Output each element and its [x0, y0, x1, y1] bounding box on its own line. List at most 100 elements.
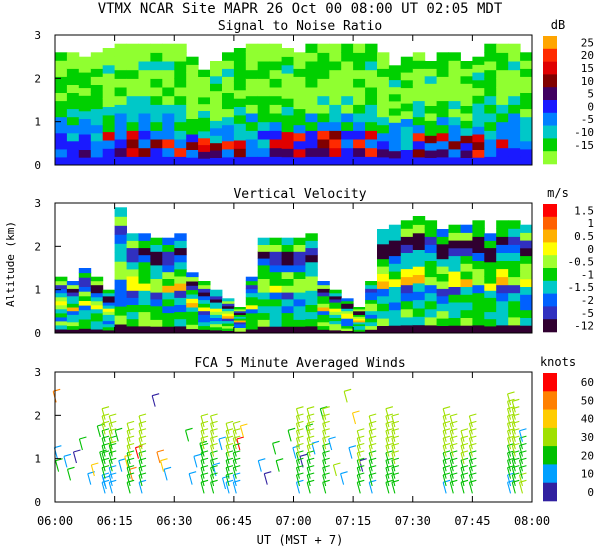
- wind-barb-flag: [101, 428, 110, 432]
- wind-barb-flag: [210, 413, 218, 417]
- data-cell: [186, 126, 199, 135]
- data-cell: [424, 308, 438, 318]
- data-cell: [377, 148, 390, 158]
- data-cell: [353, 316, 366, 319]
- data-cell: [377, 60, 390, 69]
- wind-barb: [518, 437, 523, 450]
- data-cell: [210, 127, 223, 136]
- data-cell: [138, 233, 151, 241]
- wind-barb: [232, 467, 237, 479]
- data-cell: [448, 116, 461, 126]
- wind-barb: [322, 408, 327, 420]
- data-cell: [460, 135, 473, 144]
- data-cell: [341, 328, 354, 331]
- data-cell: [448, 92, 461, 102]
- data-cell: [186, 285, 199, 291]
- wind-barb: [200, 482, 205, 494]
- data-cell: [174, 311, 187, 320]
- data-cell: [472, 72, 485, 81]
- data-cell: [233, 327, 247, 330]
- y-tick-label: 0: [34, 327, 41, 340]
- data-cell: [222, 132, 235, 142]
- data-cell: [341, 104, 354, 114]
- wind-barb-flag: [348, 445, 357, 449]
- data-cell: [293, 68, 306, 77]
- x-tick-label: 08:00: [514, 514, 550, 528]
- wind-barb-flag: [163, 466, 172, 470]
- wind-barb: [322, 467, 327, 479]
- wind-barb-flag: [357, 450, 365, 454]
- data-cell: [448, 255, 461, 264]
- data-cell: [210, 305, 223, 309]
- data-cell: [102, 148, 116, 158]
- wind-barb-flag: [296, 406, 304, 410]
- wind-barb: [134, 447, 140, 459]
- data-cell: [377, 288, 390, 297]
- data-cell: [388, 122, 402, 130]
- data-cell: [245, 325, 259, 330]
- data-cell: [78, 118, 92, 127]
- data-cell: [222, 328, 235, 331]
- data-cell: [293, 148, 306, 158]
- data-cell: [269, 104, 282, 114]
- data-cell: [210, 120, 223, 129]
- wind-barb: [159, 460, 165, 472]
- wind-barb: [90, 464, 95, 477]
- data-cell: [472, 110, 485, 119]
- data-cell: [138, 87, 151, 97]
- data-cell: [484, 87, 497, 97]
- panel-title: Signal to Noise Ratio: [218, 19, 382, 34]
- data-cell: [126, 95, 139, 105]
- data-cell: [222, 320, 235, 324]
- colorbar-swatch: [543, 61, 557, 75]
- data-cell: [245, 113, 259, 123]
- data-cell: [293, 76, 306, 85]
- data-cell: [484, 290, 497, 298]
- data-cell: [269, 312, 282, 320]
- data-cell: [388, 65, 402, 73]
- data-cell: [222, 303, 235, 307]
- wind-barb-flag: [391, 435, 400, 439]
- data-cell: [412, 132, 426, 142]
- data-cell: [520, 317, 533, 326]
- data-cell: [257, 258, 271, 266]
- data-cell: [210, 311, 223, 315]
- data-cell: [484, 254, 497, 263]
- data-cell: [78, 79, 92, 89]
- data-cell: [329, 295, 342, 300]
- wind-barb: [210, 430, 215, 442]
- wind-barb-flag: [126, 472, 135, 476]
- data-cell: [198, 69, 211, 77]
- data-cell: [186, 302, 199, 308]
- data-cell: [448, 240, 461, 249]
- data-cell: [377, 318, 390, 326]
- data-cell: [245, 312, 259, 318]
- data-cell: [138, 43, 151, 53]
- wind-barb: [368, 430, 373, 442]
- data-cell: [305, 325, 318, 334]
- data-cell: [520, 224, 533, 233]
- data-cell: [436, 229, 449, 237]
- data-cell: [55, 292, 68, 298]
- data-cell: [66, 318, 80, 323]
- data-cell: [365, 299, 378, 304]
- data-cell: [245, 284, 259, 290]
- wind-barb-flag: [460, 472, 469, 476]
- data-cell: [377, 124, 390, 134]
- data-cell: [388, 302, 402, 311]
- data-cell: [484, 240, 497, 249]
- data-cell: [55, 68, 68, 77]
- data-cell: [400, 300, 414, 310]
- wind-barb-flag: [369, 479, 377, 483]
- wind-barb-flag: [79, 436, 87, 440]
- data-cell: [377, 295, 390, 304]
- wind-barb-flag: [129, 466, 137, 470]
- wind-barb-flag: [391, 465, 400, 469]
- data-cell: [233, 56, 247, 66]
- data-cell: [198, 321, 211, 327]
- data-cell: [365, 69, 378, 79]
- data-cell: [114, 324, 127, 334]
- data-cell: [174, 240, 187, 249]
- wind-barb-flag: [385, 406, 394, 410]
- data-cell: [150, 130, 163, 140]
